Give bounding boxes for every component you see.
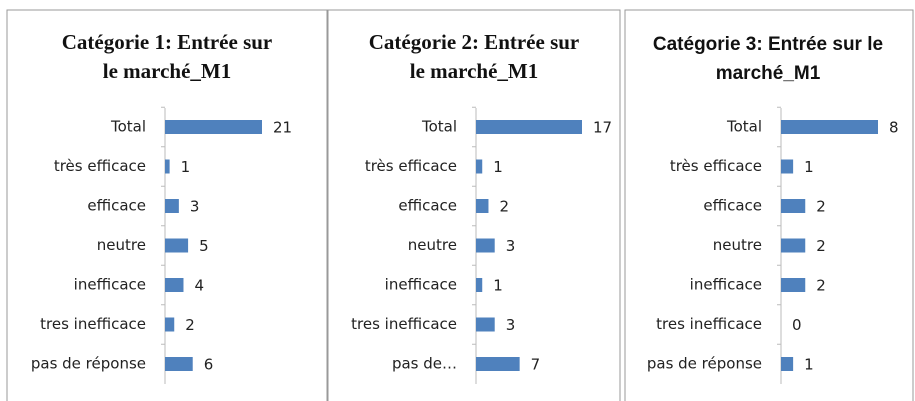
category-label: tres inefficace	[656, 315, 762, 333]
bar	[165, 120, 262, 134]
bar	[476, 238, 495, 253]
category-label: très efficace	[670, 157, 762, 175]
value-label: 3	[506, 316, 516, 334]
category-label: efficace	[87, 197, 146, 215]
bar	[165, 238, 189, 253]
bar	[781, 278, 806, 292]
category-label: Total	[726, 118, 762, 136]
value-label: 5	[199, 237, 209, 255]
value-label: 0	[792, 316, 802, 334]
panel-border	[624, 9, 914, 401]
category-label: tres inefficace	[351, 315, 457, 333]
category-label: neutre	[408, 236, 457, 254]
category-label: pas de réponse	[647, 355, 762, 373]
bar	[476, 199, 489, 213]
bar	[781, 159, 794, 174]
bar	[165, 199, 179, 213]
bar	[781, 357, 794, 371]
value-label: 8	[889, 119, 899, 137]
bar	[476, 278, 483, 292]
category-label: inefficace	[74, 276, 146, 294]
bar	[476, 317, 495, 332]
value-label: 2	[816, 277, 826, 295]
category-label: efficace	[398, 197, 457, 215]
bar	[781, 120, 878, 134]
category-label: efficace	[703, 197, 762, 215]
bar	[165, 159, 170, 174]
value-label: 2	[185, 316, 195, 334]
chart-title: Catégorie 2: Entrée sur le marché_M1	[368, 30, 580, 83]
panel-border	[6, 9, 328, 401]
value-label: 6	[204, 356, 214, 374]
category-label: Total	[110, 118, 146, 136]
bar	[165, 357, 193, 371]
category-label: neutre	[97, 236, 146, 254]
value-label: 2	[816, 198, 826, 216]
category-label: neutre	[713, 236, 762, 254]
bar	[476, 159, 483, 174]
bar	[476, 120, 582, 134]
category-label: tres inefficace	[40, 315, 146, 333]
chart-title: Catégorie 1: Entrée sur le marché_M1	[61, 30, 273, 83]
bar	[781, 199, 806, 213]
value-label: 1	[804, 158, 814, 176]
category-label: inefficace	[385, 276, 457, 294]
value-label: 3	[506, 237, 516, 255]
category-label: inefficace	[690, 276, 762, 294]
value-label: 1	[181, 158, 191, 176]
panel-border	[327, 9, 621, 401]
category-label: très efficace	[365, 157, 457, 175]
value-label: 7	[531, 356, 541, 374]
value-label: 2	[499, 198, 509, 216]
bar	[165, 317, 175, 332]
value-label: 3	[190, 198, 200, 216]
bar	[476, 357, 520, 371]
category-label: pas de…	[392, 355, 457, 373]
category-label: Total	[421, 118, 457, 136]
value-label: 1	[493, 277, 503, 295]
category-label: très efficace	[54, 157, 146, 175]
value-label: 1	[804, 356, 814, 374]
bar	[165, 278, 184, 292]
value-label: 1	[493, 158, 503, 176]
value-label: 2	[816, 237, 826, 255]
category-label: pas de réponse	[31, 355, 146, 373]
value-label: 4	[194, 277, 204, 295]
chart-title: Catégorie 3: Entrée sur le marché_M1	[652, 34, 884, 84]
value-label: 17	[593, 119, 612, 137]
bar	[781, 238, 806, 253]
value-label: 21	[273, 119, 292, 137]
